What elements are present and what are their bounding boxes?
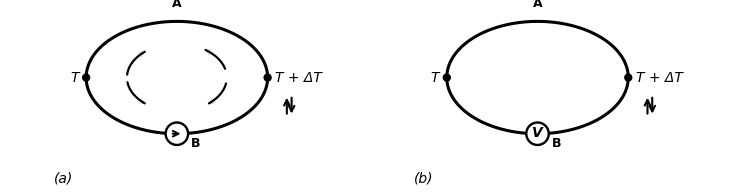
Text: B: B xyxy=(191,137,201,150)
Circle shape xyxy=(82,74,90,81)
Text: (a): (a) xyxy=(54,171,73,186)
Text: B: B xyxy=(552,137,562,150)
Text: V: V xyxy=(532,126,543,140)
Text: T: T xyxy=(70,71,79,85)
Text: T: T xyxy=(431,71,439,85)
Circle shape xyxy=(443,74,450,81)
Circle shape xyxy=(625,74,631,81)
Text: T + ΔT: T + ΔT xyxy=(636,71,683,85)
Text: T + ΔT: T + ΔT xyxy=(275,71,322,85)
Circle shape xyxy=(264,74,271,81)
Circle shape xyxy=(526,122,549,145)
Text: A: A xyxy=(172,0,182,10)
Text: A: A xyxy=(533,0,542,10)
Circle shape xyxy=(166,122,188,145)
Text: (b): (b) xyxy=(414,171,434,186)
